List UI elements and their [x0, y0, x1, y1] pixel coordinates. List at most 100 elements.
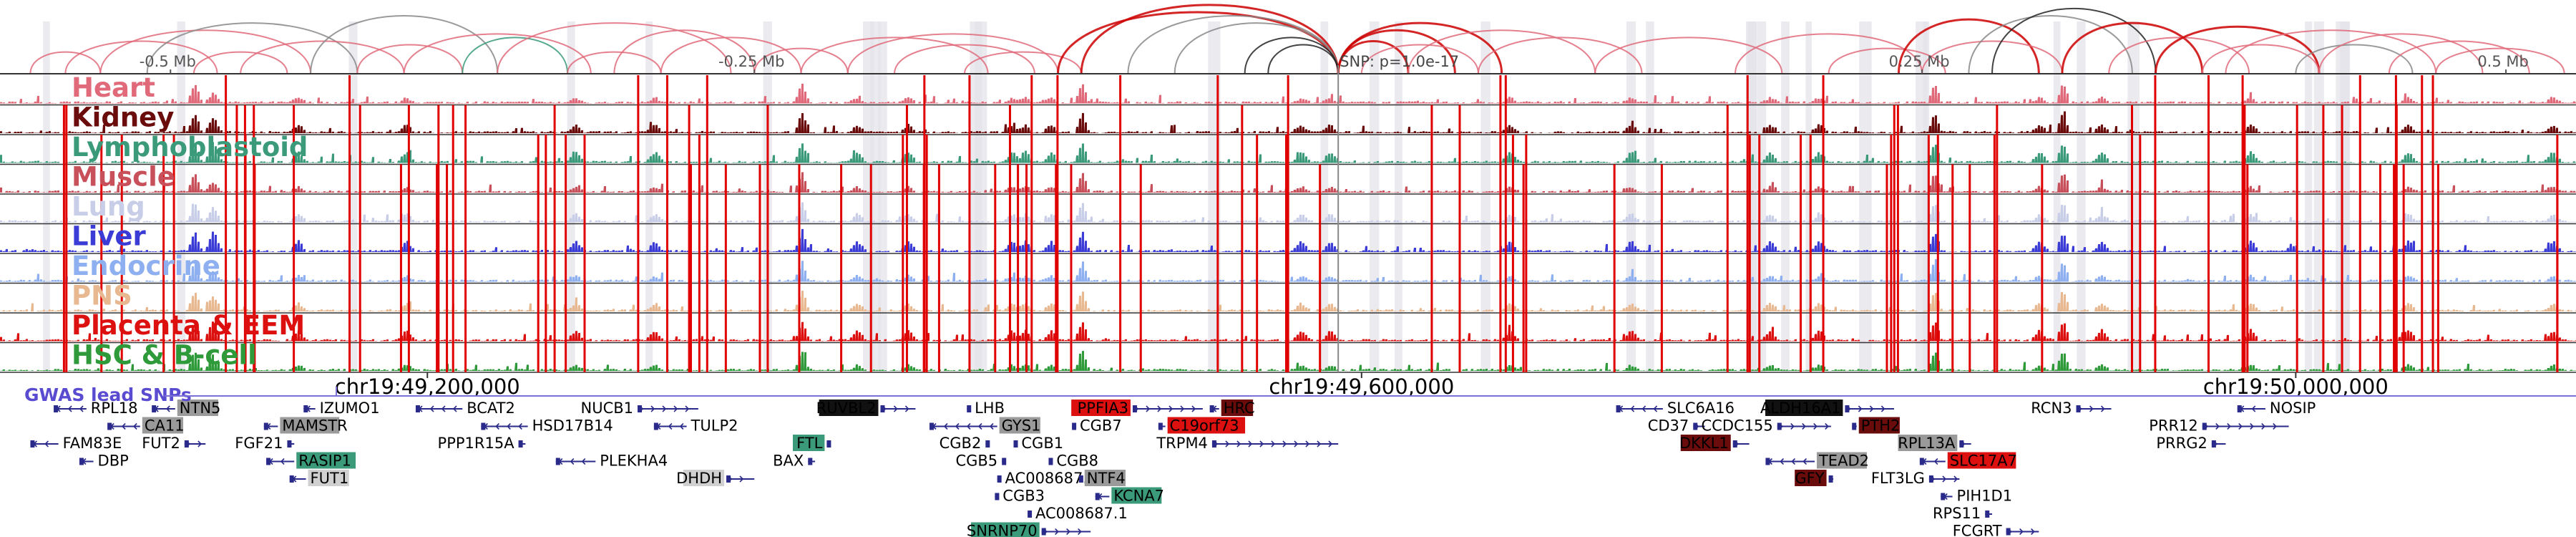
shade-column	[1626, 21, 1636, 372]
shade-column	[1320, 21, 1329, 372]
strand-arrow	[2019, 528, 2024, 536]
exon-block	[107, 422, 112, 430]
gene-label: CGB7	[1080, 417, 1122, 435]
track-signal	[0, 351, 2576, 371]
strand-arrow	[1791, 458, 1796, 465]
shade-column	[1923, 21, 1930, 372]
interaction-arc	[963, 51, 1083, 74]
gene: NOSIP	[2237, 400, 2316, 417]
gene: GYS1	[930, 417, 1040, 435]
exon-block	[1941, 493, 1946, 500]
interaction-arc	[1360, 44, 1479, 74]
strand-arrow	[1157, 405, 1162, 412]
gene-label: PIH1D1	[1957, 488, 2013, 505]
gene: NTF4	[1078, 470, 1126, 487]
gene-label: DBP	[98, 453, 129, 470]
strand-arrow	[166, 405, 170, 412]
interaction-arc	[2225, 29, 2437, 74]
interaction-arc	[2388, 40, 2530, 74]
gene-highlight	[1816, 452, 1867, 469]
track-signal	[0, 202, 2576, 223]
exon-block	[1211, 440, 1216, 448]
exon-block	[481, 422, 486, 430]
gene: PRR12	[2149, 417, 2289, 435]
gene-label: ALDH16A1	[1760, 400, 1840, 417]
exon-block	[826, 440, 831, 448]
interaction-arc	[403, 33, 592, 74]
exon-block	[1048, 458, 1053, 465]
gene: PTH2	[1852, 417, 1900, 435]
shade-column	[1369, 21, 1380, 372]
gene: FCGRT	[1953, 523, 2039, 537]
gene-highlight	[792, 435, 825, 451]
strand-arrow	[943, 422, 948, 430]
track-label-layer: HeartKidneyLymphoblastoidMuscleLungLiver…	[72, 72, 308, 371]
strand-arrow	[507, 422, 511, 430]
arc-layer	[29, 4, 2565, 74]
exon-block	[30, 440, 35, 448]
strand-arrow	[1813, 422, 1818, 430]
strand-arrow	[1780, 458, 1785, 465]
exon-block	[1616, 405, 1621, 412]
interaction-arc	[660, 37, 802, 74]
strand-arrow	[1236, 440, 1241, 448]
gene: RASIP1	[266, 452, 356, 470]
gene-highlight	[142, 417, 184, 434]
gene: DHDH	[676, 470, 755, 487]
gene: TULP2	[653, 417, 738, 435]
shade-column	[348, 21, 358, 372]
exon-block	[880, 405, 885, 412]
gene: CGB8	[1048, 453, 1098, 470]
strand-arrow	[685, 405, 690, 412]
strand-arrow	[429, 405, 434, 412]
gene: BCAT2	[415, 400, 515, 417]
strand-arrow	[1802, 422, 1806, 430]
gene-label: RCN3	[2031, 400, 2072, 417]
gene: PRRG2	[2156, 435, 2226, 452]
track-signal	[0, 258, 2576, 282]
shade-column	[567, 21, 575, 372]
strand-arrow	[1066, 528, 1070, 536]
shade-column	[1781, 21, 1790, 372]
shade-column	[1646, 21, 1654, 372]
strand-arrow	[1169, 405, 1174, 412]
coordinate-tick-label: chr19:49,600,000	[1269, 374, 1454, 399]
gene-highlight	[296, 452, 356, 469]
shade-column	[1859, 21, 1872, 372]
gene-label: PPP1R15A	[438, 435, 515, 452]
exon-block	[653, 422, 658, 430]
gene-label: TRPM4	[1156, 435, 1208, 452]
gene: CA11	[107, 417, 185, 435]
exon-block	[1072, 422, 1077, 430]
exon-block	[1777, 422, 1782, 430]
gene: FGF21	[235, 435, 295, 452]
exon-block	[997, 475, 1002, 483]
interaction-arc	[567, 51, 662, 74]
gene: RUVBL2	[816, 400, 916, 417]
gene: C19orf73	[1158, 417, 1246, 435]
interaction-arc	[462, 37, 569, 74]
interaction-arc	[2108, 37, 2250, 74]
strand-arrow	[1259, 440, 1264, 448]
interaction-arc	[1735, 33, 1923, 74]
gene-label: NUCB1	[581, 400, 634, 417]
gene: HSD17B14	[481, 417, 613, 435]
interaction-arc	[1991, 7, 2157, 74]
track-signal	[0, 83, 2576, 104]
gene-label: BCAT2	[467, 400, 515, 417]
gene: CGB2	[940, 435, 990, 452]
gene-highlight	[999, 417, 1040, 434]
gene: FUT1	[289, 470, 349, 487]
interaction-arc	[1478, 37, 1643, 74]
relative-tick-label: 0.25 Mb	[1889, 53, 1950, 70]
gene-label: RUVBL2	[816, 400, 877, 417]
strand-arrow	[44, 440, 49, 448]
exon-block	[2076, 405, 2081, 412]
gene: NTN5	[152, 400, 220, 417]
gene-label: HRC	[1224, 400, 1255, 417]
relative-tick-label: 0.5 Mb	[2477, 53, 2529, 70]
strand-arrow	[1328, 440, 1333, 448]
gene-label: AC008687.4	[1005, 470, 1098, 487]
gene-label: CGB2	[940, 435, 982, 452]
exon-block	[266, 458, 271, 465]
